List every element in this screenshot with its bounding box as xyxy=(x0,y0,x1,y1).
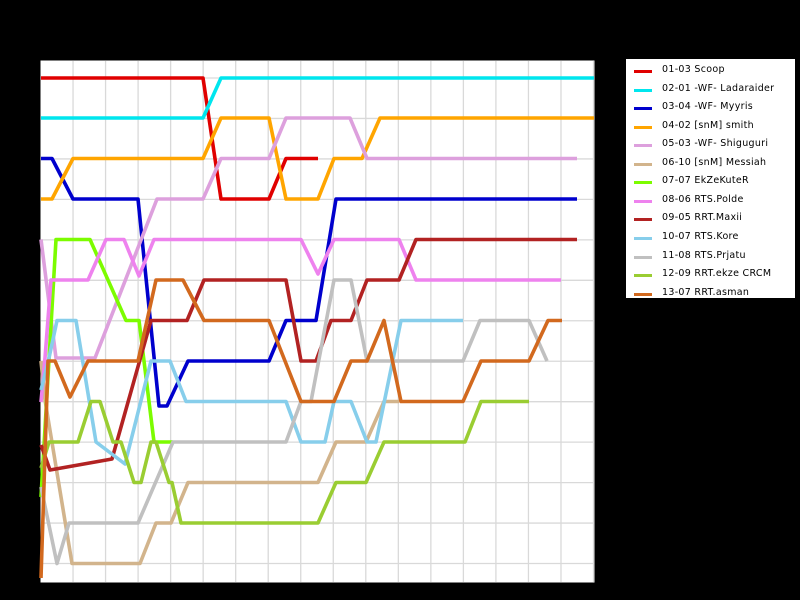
legend-swatch-icon xyxy=(634,107,652,111)
legend-swatch-icon xyxy=(634,199,652,203)
legend-item: 13-07 RRT.asman xyxy=(626,286,795,304)
legend-label: 04-02 [snM] smith xyxy=(662,119,754,131)
series-line xyxy=(39,237,577,472)
legend-item: 10-07 RTS.Kore xyxy=(626,230,795,248)
legend-item: 01-03 Scoop xyxy=(626,63,795,81)
legend-label: 11-08 RTS.Prjatu xyxy=(662,249,746,261)
legend-label: 03-04 -WF- Myyris xyxy=(662,101,754,113)
legend-label: 12-09 RRT.ekze CRCM xyxy=(662,268,772,280)
legend-item: 04-02 [snM] smith xyxy=(626,119,795,137)
legend-item: 08-06 RTS.Polde xyxy=(626,193,795,211)
legend-swatch-icon xyxy=(634,162,652,166)
legend-label: 06-10 [snM] Messiah xyxy=(662,156,767,168)
legend-label: 02-01 -WF- Ladaraider xyxy=(662,82,775,94)
legend-label: 07-07 EkZeKuteR xyxy=(662,175,749,187)
legend-swatch-icon xyxy=(634,181,652,185)
series-line xyxy=(39,278,562,579)
series-line xyxy=(39,318,463,466)
legend-label: 01-03 Scoop xyxy=(662,64,725,75)
legend-swatch-icon xyxy=(634,218,652,222)
series-line xyxy=(39,237,561,403)
legend-label: 08-06 RTS.Polde xyxy=(662,193,744,205)
legend-item: 12-09 RRT.ekze CRCM xyxy=(626,267,795,285)
legend-swatch-icon xyxy=(634,255,652,259)
legend-swatch-icon xyxy=(634,70,652,73)
legend-swatch-icon xyxy=(634,88,652,92)
legend-item: 07-07 EkZeKuteR xyxy=(626,174,795,192)
legend-item: 02-01 -WF- Ladaraider xyxy=(626,82,795,100)
legend-swatch-icon xyxy=(634,292,652,296)
legend-label: 05-03 -WF- Shiguguri xyxy=(662,138,769,150)
legend-swatch-icon xyxy=(634,274,652,278)
legend-item: 09-05 RRT.Maxii xyxy=(626,211,795,229)
legend-item: 06-10 [snM] Messiah xyxy=(626,156,795,174)
legend-label: 10-07 RTS.Kore xyxy=(662,230,739,242)
series-line xyxy=(39,360,399,566)
series-line xyxy=(41,76,594,120)
legend-label: 09-05 RRT.Maxii xyxy=(662,212,743,224)
legend-item: 03-04 -WF- Myyris xyxy=(626,100,795,118)
legend-swatch-icon xyxy=(634,144,652,148)
legend-swatch-icon xyxy=(634,236,652,240)
chart-legend: 01-03 Scoop 02-01 -WF- Ladaraider 03-04 -W… xyxy=(625,58,796,299)
legend-label: 13-07 RRT.asman xyxy=(662,286,750,298)
legend-item: 11-08 RTS.Prjatu xyxy=(626,249,795,267)
legend-item: 05-03 -WF- Shiguguri xyxy=(626,137,795,155)
series-line xyxy=(41,76,318,201)
legend-swatch-icon xyxy=(634,125,652,129)
series-line xyxy=(39,399,529,525)
